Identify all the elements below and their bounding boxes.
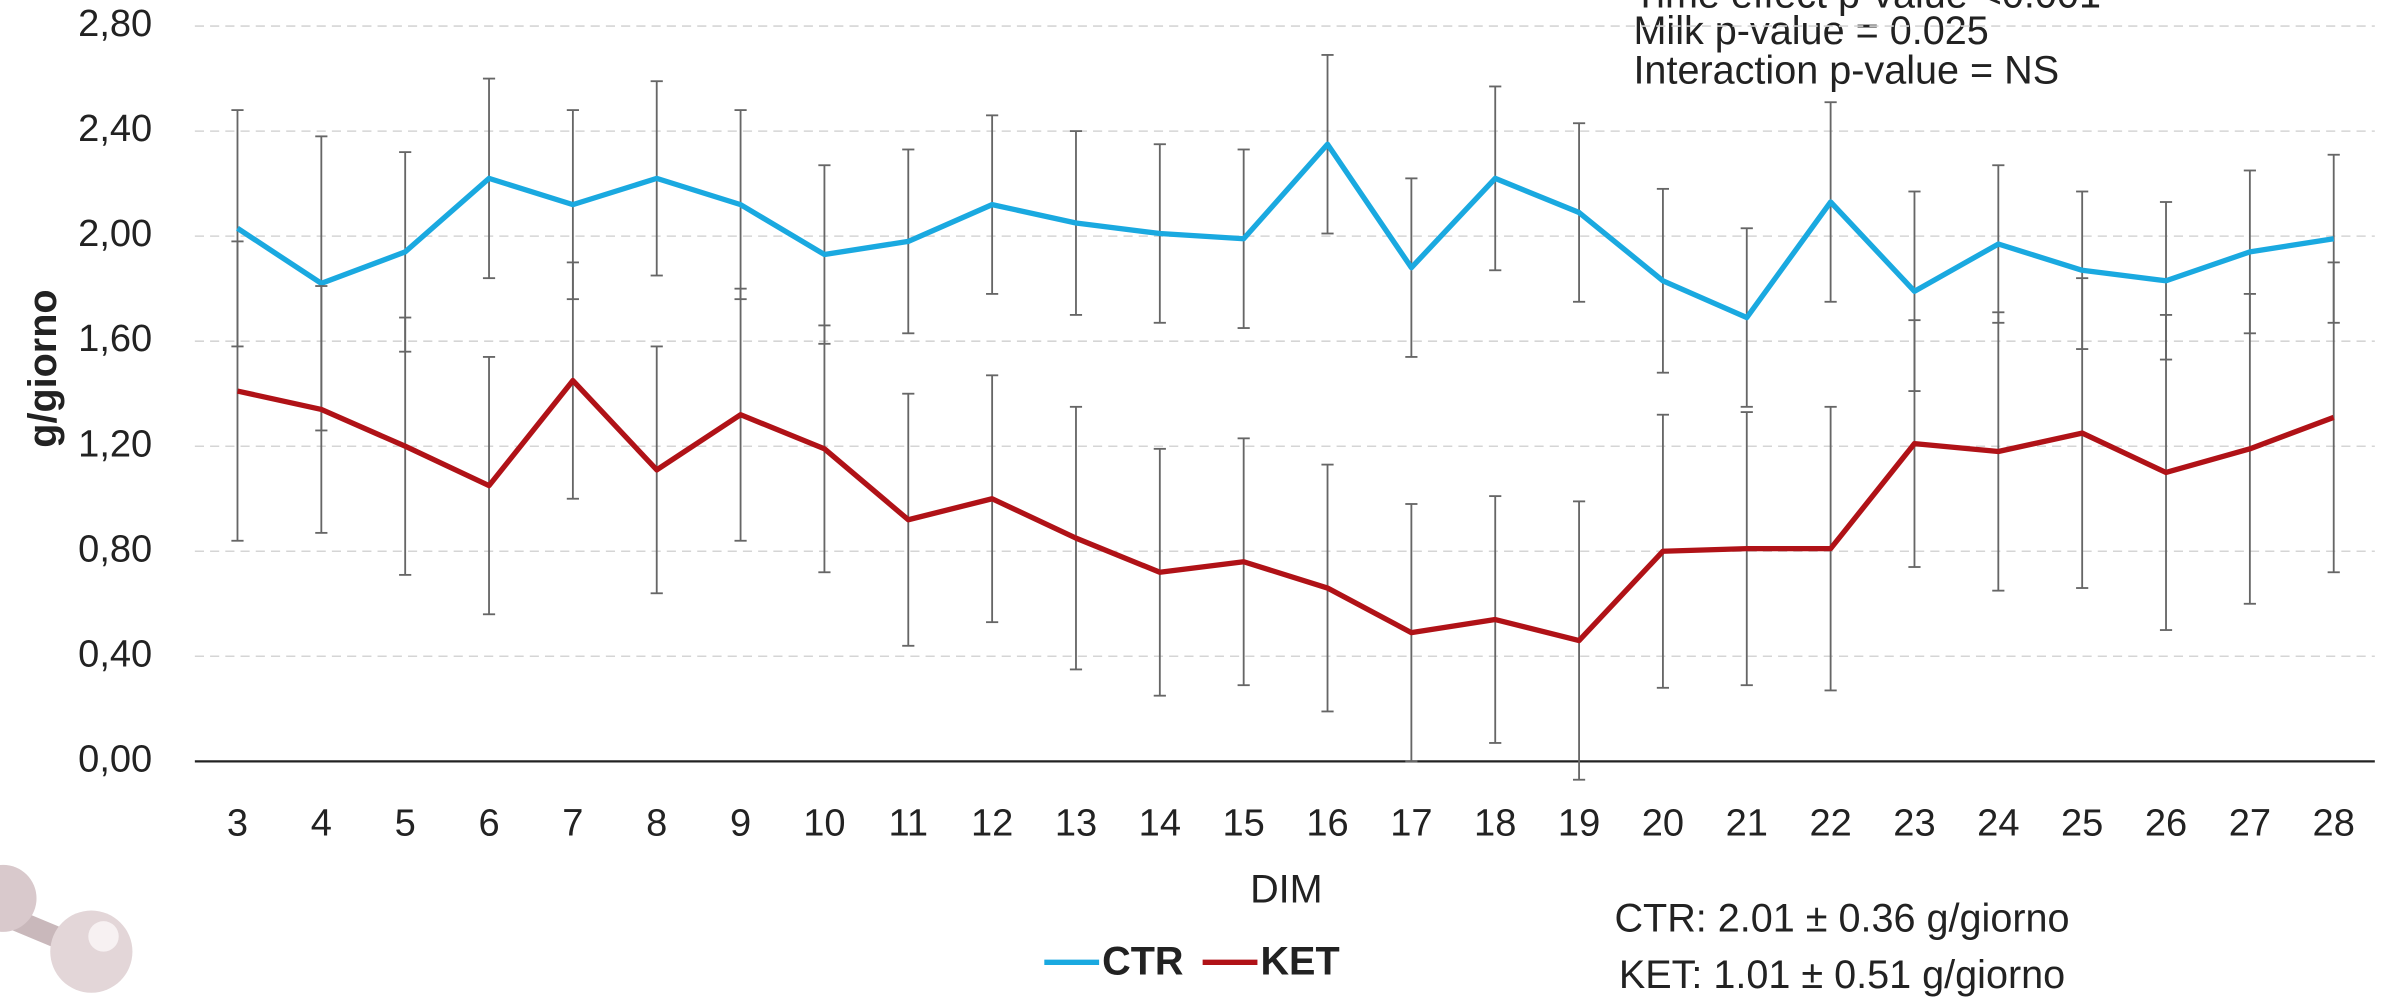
x-tick-label: 20 xyxy=(1642,802,1684,844)
x-tick-label: 6 xyxy=(478,802,499,844)
y-axis-label: g/giorno xyxy=(21,289,65,447)
x-tick-label: 22 xyxy=(1809,802,1851,844)
series-line xyxy=(236,377,2335,644)
x-tick-label: 15 xyxy=(1223,802,1265,844)
y-tick-label: 1,20 xyxy=(78,423,152,465)
molecule-icon xyxy=(0,864,133,993)
x-tick-label: 10 xyxy=(803,802,845,844)
x-tick-label: 17 xyxy=(1390,802,1432,844)
x-tick-label: 9 xyxy=(730,802,751,844)
y-tick-label: 0,40 xyxy=(78,633,152,675)
annotation: Interaction p-value = NS xyxy=(1633,49,2059,93)
x-tick-label: 14 xyxy=(1139,802,1181,844)
x-tick-label: 3 xyxy=(227,802,248,844)
x-tick-label: 19 xyxy=(1558,802,1600,844)
legend-label: CTR xyxy=(1102,939,1183,983)
x-tick-label: 21 xyxy=(1726,802,1768,844)
x-tick-label: 16 xyxy=(1306,802,1348,844)
x-tick-label: 5 xyxy=(395,802,416,844)
x-axis-label: DIM xyxy=(1250,868,1323,912)
x-tick-label: 25 xyxy=(2061,802,2103,844)
x-tick-label: 12 xyxy=(971,802,1013,844)
x-tick-label: 24 xyxy=(1977,802,2019,844)
x-tick-label: 27 xyxy=(2229,802,2271,844)
y-tick-label: 0,00 xyxy=(78,738,152,780)
series-line xyxy=(236,141,2335,321)
y-tick-label: 2,00 xyxy=(78,213,152,255)
x-tick-label: 11 xyxy=(889,802,929,844)
x-tick-label: 26 xyxy=(2145,802,2187,844)
y-tick-label: 1,60 xyxy=(78,318,152,360)
x-tick-label: 4 xyxy=(311,802,332,844)
y-tick-label: 2,40 xyxy=(78,108,152,150)
x-tick-label: 23 xyxy=(1893,802,1935,844)
summary: CTR: 2.01 ± 0.36 g/giorno xyxy=(1614,897,2069,941)
x-tick-label: 18 xyxy=(1474,802,1516,844)
legend-label: KET xyxy=(1260,939,1339,983)
annotation: Milk p-value = 0.025 xyxy=(1633,9,1988,53)
x-tick-label: 7 xyxy=(562,802,583,844)
x-tick-label: 8 xyxy=(646,802,667,844)
y-tick-label: 2,80 xyxy=(78,3,152,45)
annotation: Time effect p-value <0.001 xyxy=(1633,0,2101,17)
summary: KET: 1.01 ± 0.51 g/giorno xyxy=(1619,953,2065,997)
x-tick-label: 13 xyxy=(1055,802,1097,844)
x-tick-label: 28 xyxy=(2313,802,2355,844)
y-tick-label: 0,80 xyxy=(78,528,152,570)
